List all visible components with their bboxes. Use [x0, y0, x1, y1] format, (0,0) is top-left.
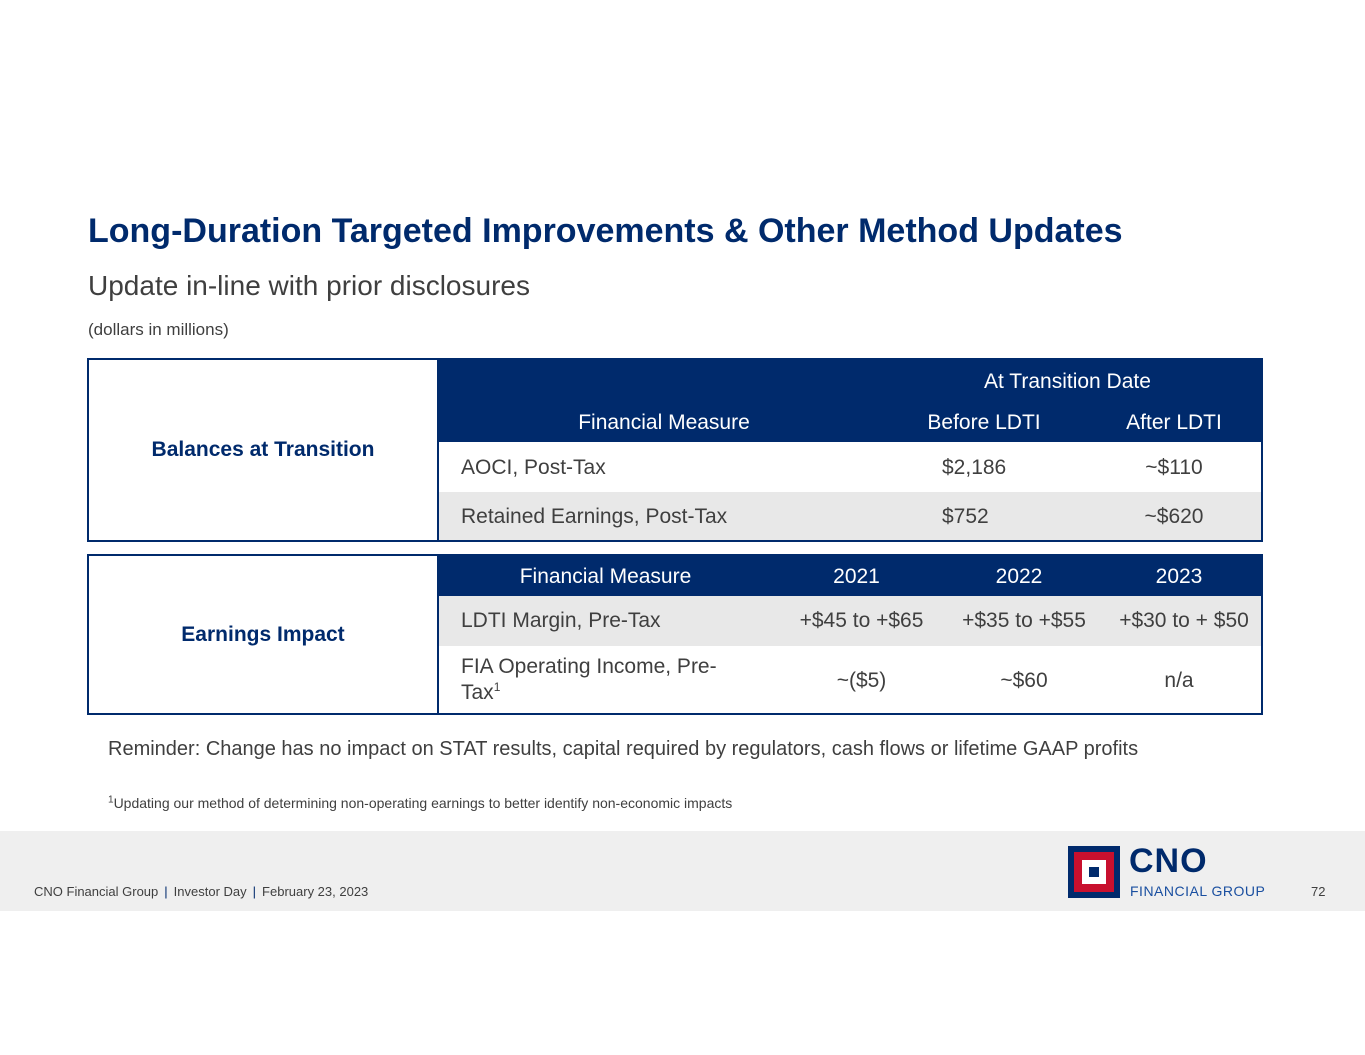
units-note: (dollars in millions)	[88, 320, 229, 339]
reminder-text: Reminder: Change has no impact on STAT r…	[108, 738, 1139, 760]
footer-separator: |	[252, 884, 257, 899]
page-subtitle: Update in-line with prior disclosures	[88, 270, 530, 301]
footer-company: CNO Financial Group	[34, 884, 159, 899]
footnote: 1Updating our method of determining non-…	[108, 795, 732, 811]
row-2022-value: ~$60	[1000, 669, 1048, 692]
balances-table-header: At Transition Date Financial Measure Bef…	[439, 360, 1261, 442]
cno-logo-icon	[1068, 846, 1120, 898]
balances-panel: Balances at Transition At Transition Dat…	[87, 358, 1263, 542]
earnings-table: Financial Measure 2021 2022 2023 LDTI Ma…	[439, 556, 1261, 713]
row-2022-value: +$35 to +$55	[962, 609, 1086, 632]
row-before-value: $2,186	[942, 456, 1007, 479]
row-measure: FIA Operating Income, Pre- Tax1	[461, 654, 717, 706]
table-row: Retained Earnings, Post-Tax $752 ~$620	[439, 492, 1261, 540]
earnings-section-label: Earnings Impact	[89, 556, 439, 713]
table-row: FIA Operating Income, Pre- Tax1 ~($5) ~$…	[439, 646, 1261, 713]
row-before-value: $752	[942, 505, 989, 528]
row-after-value: ~$110	[1145, 456, 1203, 479]
row-measure: Retained Earnings, Post-Tax	[461, 505, 728, 528]
footer-text: CNO Financial Group | Investor Day | Februar…	[34, 884, 368, 899]
col-header-financial-measure: Financial Measure	[519, 565, 692, 588]
col-header-after-ldti: After LDTI	[1126, 411, 1222, 434]
row-2023-value: +$30 to + $50	[1119, 609, 1249, 632]
footer-event: Investor Day	[173, 884, 247, 899]
footer-separator: |	[164, 884, 168, 899]
group-header-transition-date: At Transition Date	[984, 370, 1151, 393]
table-row: LDTI Margin, Pre-Tax +$45 to +$65 +$35 t…	[439, 596, 1261, 646]
row-measure: LDTI Margin, Pre-Tax	[461, 609, 661, 632]
balances-section-label: Balances at Transition	[89, 360, 439, 540]
earnings-panel: Earnings Impact Financial Measure 2021 2…	[87, 554, 1263, 715]
row-2023-value: n/a	[1164, 669, 1194, 692]
col-header-2021: 2021	[833, 565, 880, 588]
row-measure: AOCI, Post-Tax	[461, 456, 606, 479]
footer-date: February 23, 2023	[262, 884, 369, 899]
footnote-marker: 1	[493, 680, 501, 694]
row-after-value: ~$620	[1144, 505, 1204, 528]
footnote-marker: 1	[108, 794, 114, 806]
footer-bar: CNO Financial Group | Investor Day | Februar…	[0, 831, 1365, 911]
row-measure-line1: FIA Operating Income, Pre-	[461, 655, 717, 678]
row-measure-line2: Tax	[461, 681, 494, 704]
col-header-2023: 2023	[1155, 565, 1203, 588]
footnote-text: Updating our method of determining non-o…	[113, 795, 733, 811]
row-2021-value: +$45 to +$65	[799, 609, 924, 632]
logo-subtitle: FINANCIAL GROUP	[1130, 883, 1266, 899]
logo-name: CNO	[1129, 842, 1208, 880]
col-header-before-ldti: Before LDTI	[927, 411, 1041, 434]
balances-table: At Transition Date Financial Measure Bef…	[439, 360, 1261, 540]
earnings-table-header: Financial Measure 2021 2022 2023	[439, 556, 1261, 596]
col-header-financial-measure: Financial Measure	[578, 411, 750, 434]
page-title: Long-Duration Targeted Improvements & Ot…	[88, 212, 1123, 250]
table-row: AOCI, Post-Tax $2,186 ~$110	[439, 442, 1261, 492]
cno-logo: CNO FINANCIAL GROUP	[1068, 842, 1278, 899]
page-number: 72	[1311, 884, 1326, 899]
col-header-2022: 2022	[995, 565, 1043, 588]
row-2021-value: ~($5)	[836, 669, 887, 692]
